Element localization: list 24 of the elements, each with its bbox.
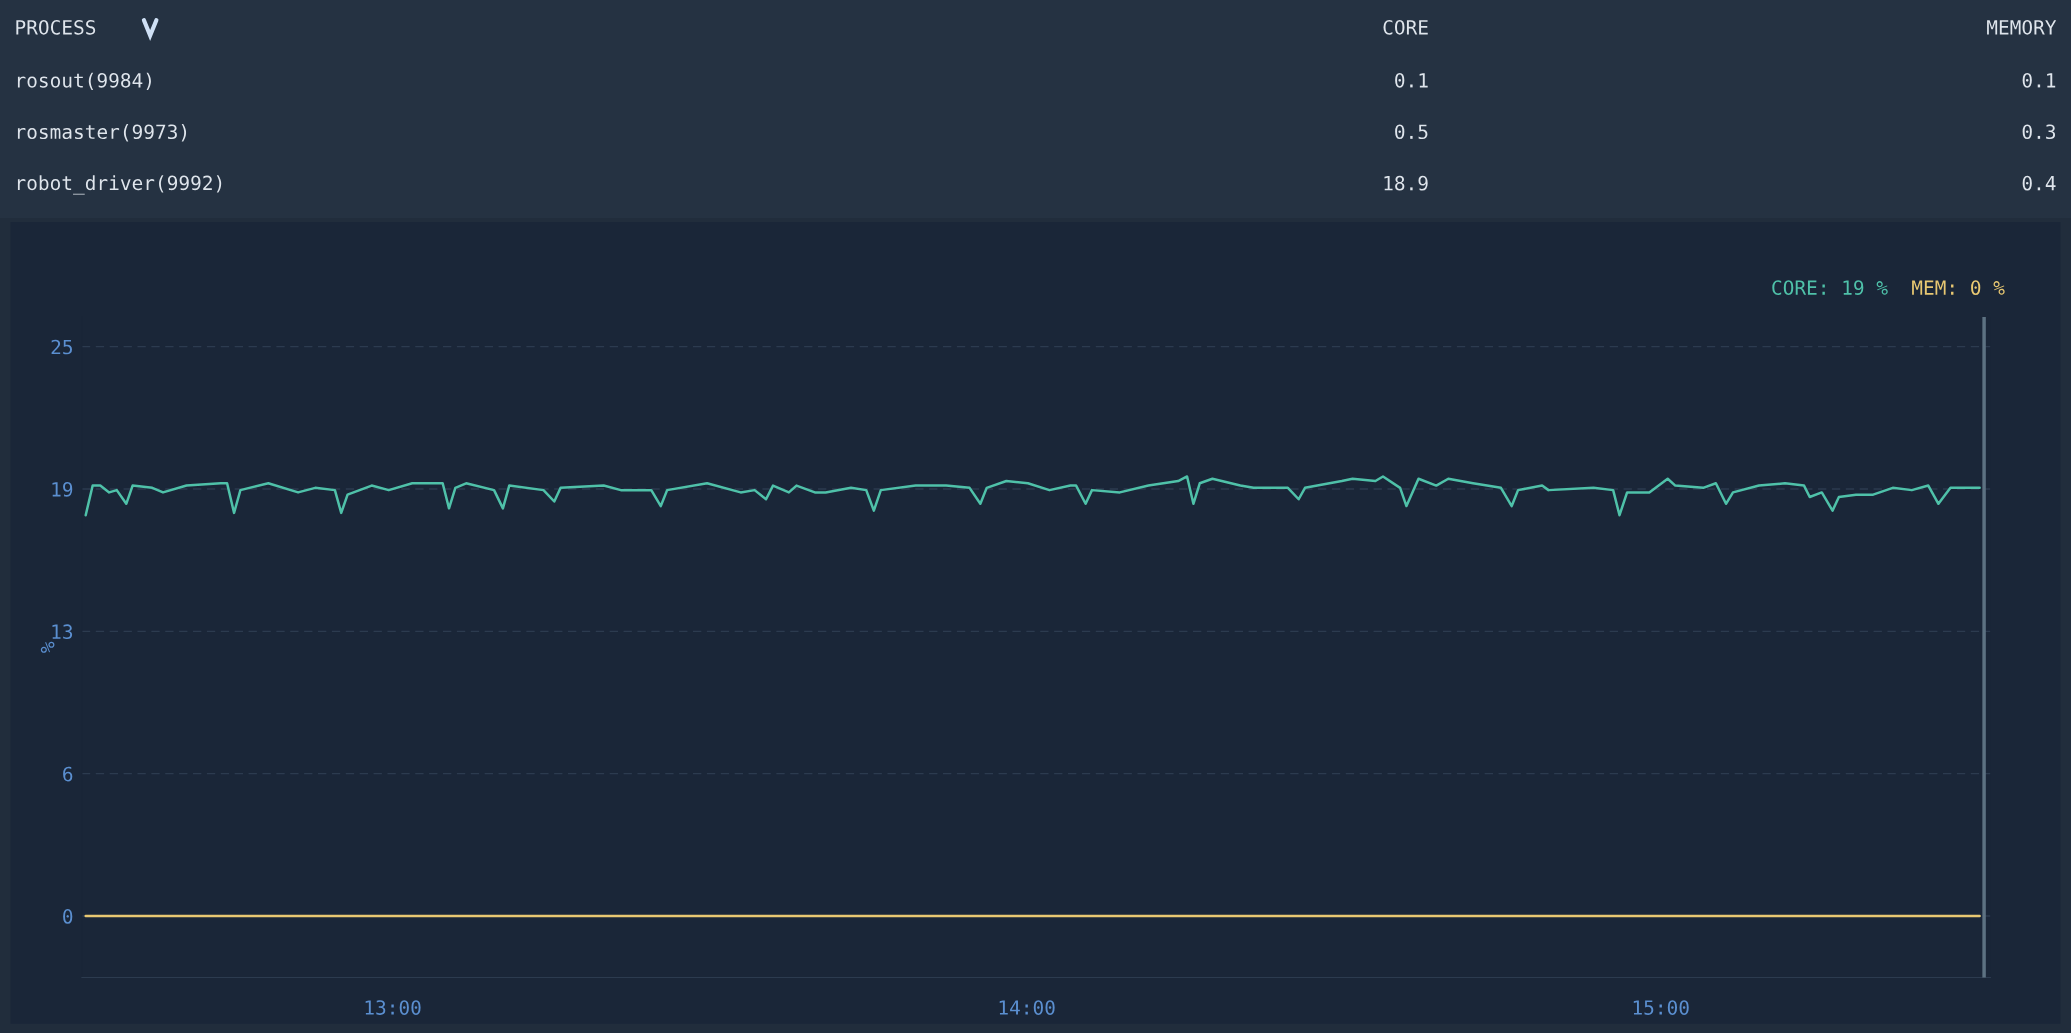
data-label: 18.9: [1384, 175, 1428, 191]
data-label: 0.3: [2022, 124, 2056, 140]
category-label: rosmaster(9973): [17, 124, 187, 142]
category-label: robot_driver(9992): [17, 175, 222, 195]
text: CORE: 19 %: [1772, 280, 1888, 295]
x-tick-label: 14:00: [999, 1000, 1055, 1015]
series-label: CORE: [1383, 19, 1428, 35]
x-tick-label: 15:00: [1633, 1000, 1689, 1015]
data-label: 0.5: [1395, 124, 1428, 140]
x-tick-label: 13:00: [365, 1000, 421, 1015]
y-tick-label: 19: [52, 481, 73, 497]
y-axis-title: %: [40, 641, 55, 653]
text: MEMORY: [1987, 19, 2057, 35]
data-label: 0.1: [1395, 72, 1428, 88]
category-label: rosout(9984): [17, 72, 151, 90]
y-tick-label: 6: [63, 766, 73, 782]
data-label: 0.4: [2022, 175, 2056, 191]
y-tick-label: 25: [51, 339, 72, 355]
y-tick-label: 13: [52, 624, 73, 640]
y-tick-label: 0: [63, 909, 73, 924]
line-series: [84, 475, 1981, 517]
text: MEM: 0 %: [1912, 280, 2005, 295]
text: PROCESS: [16, 19, 96, 35]
data-label: 0.1: [2022, 72, 2056, 88]
